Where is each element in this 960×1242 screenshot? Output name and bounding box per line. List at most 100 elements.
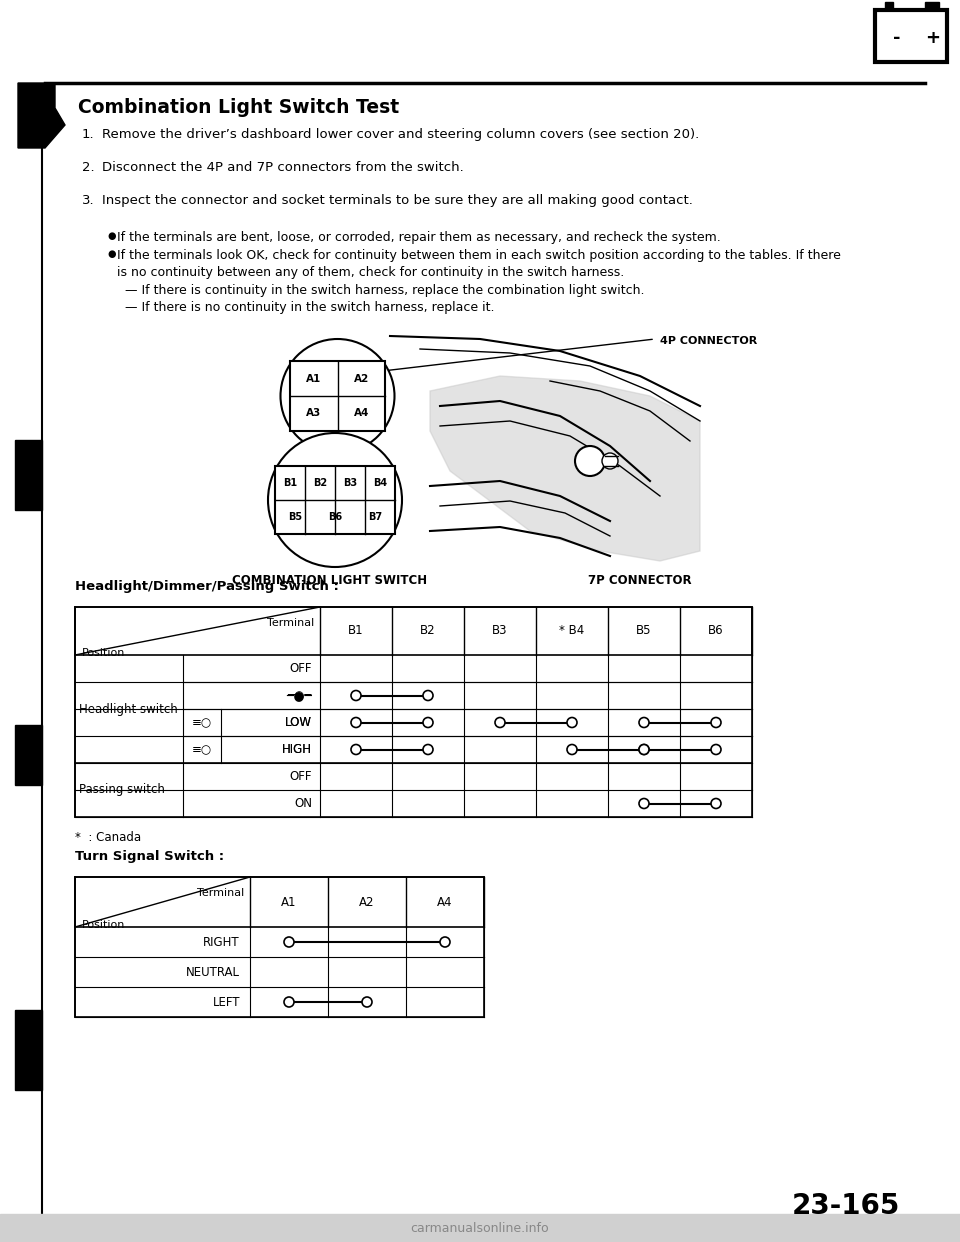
Circle shape <box>711 718 721 728</box>
Text: LOW: LOW <box>285 715 312 729</box>
Circle shape <box>639 718 649 728</box>
Text: carmanualsonline.info: carmanualsonline.info <box>411 1221 549 1235</box>
Circle shape <box>567 744 577 754</box>
Bar <box>75 877 484 1017</box>
Text: ≡○: ≡○ <box>192 743 212 756</box>
Circle shape <box>602 453 618 469</box>
Circle shape <box>351 691 361 700</box>
Text: If the terminals are bent, loose, or corroded, repair them as necessary, and rec: If the terminals are bent, loose, or cor… <box>117 231 721 243</box>
Circle shape <box>639 744 649 754</box>
Polygon shape <box>15 1010 42 1090</box>
Text: Terminal: Terminal <box>197 888 244 898</box>
Circle shape <box>711 744 721 754</box>
Text: HIGH: HIGH <box>282 743 312 756</box>
Text: ─●─: ─●─ <box>286 689 312 702</box>
Bar <box>0 1213 960 1242</box>
Text: Disconnect the 4P and 7P connectors from the switch.: Disconnect the 4P and 7P connectors from… <box>102 161 464 174</box>
Text: * B4: * B4 <box>560 625 585 637</box>
Text: B6: B6 <box>708 625 724 637</box>
Text: Headlight/Dimmer/Passing Switch :: Headlight/Dimmer/Passing Switch : <box>75 580 339 592</box>
Bar <box>75 607 752 817</box>
Text: A3: A3 <box>306 409 322 419</box>
Polygon shape <box>430 376 700 561</box>
Polygon shape <box>18 83 65 148</box>
Text: ≡○: ≡○ <box>192 715 212 729</box>
Text: A2: A2 <box>359 895 374 908</box>
Text: Inspect the connector and socket terminals to be sure they are all making good c: Inspect the connector and socket termina… <box>102 194 693 207</box>
Text: A1: A1 <box>281 895 297 908</box>
Circle shape <box>711 799 721 809</box>
Bar <box>75 987 484 1017</box>
Text: — If there is continuity in the switch harness, replace the combination light sw: — If there is continuity in the switch h… <box>125 284 644 297</box>
Text: LOW: LOW <box>285 715 312 729</box>
Circle shape <box>440 936 450 946</box>
Text: A1: A1 <box>306 374 322 384</box>
Bar <box>925 2 939 9</box>
Text: 7P CONNECTOR: 7P CONNECTOR <box>588 574 692 587</box>
Text: A4: A4 <box>437 895 453 908</box>
Text: B4: B4 <box>372 478 387 488</box>
Bar <box>290 361 385 431</box>
Bar <box>75 877 484 927</box>
Text: Passing switch: Passing switch <box>79 784 165 796</box>
Text: 23-165: 23-165 <box>792 1192 900 1220</box>
Bar <box>75 607 752 655</box>
Text: Position: Position <box>82 648 126 658</box>
Circle shape <box>423 718 433 728</box>
Bar <box>875 10 947 62</box>
Circle shape <box>351 744 361 754</box>
Text: RIGHT: RIGHT <box>204 935 240 949</box>
Text: Terminal: Terminal <box>267 619 314 628</box>
Text: B2: B2 <box>420 625 436 637</box>
Text: ON: ON <box>294 797 312 810</box>
Circle shape <box>567 718 577 728</box>
Circle shape <box>284 997 294 1007</box>
Circle shape <box>268 433 402 568</box>
Text: NEUTRAL: NEUTRAL <box>186 965 240 979</box>
Text: B3: B3 <box>492 625 508 637</box>
Text: 4P CONNECTOR: 4P CONNECTOR <box>660 337 757 347</box>
Text: If the terminals look OK, check for continuity between them in each switch posit: If the terminals look OK, check for cont… <box>117 248 841 262</box>
Text: 3.: 3. <box>82 194 95 207</box>
Text: Position: Position <box>82 920 126 930</box>
Bar <box>75 958 484 987</box>
Circle shape <box>575 446 605 476</box>
Text: Remove the driver’s dashboard lower cover and steering column covers (see sectio: Remove the driver’s dashboard lower cove… <box>102 128 699 142</box>
Text: B7: B7 <box>368 512 382 522</box>
Text: Headlight switch: Headlight switch <box>79 703 178 715</box>
Circle shape <box>423 691 433 700</box>
Text: *  : Canada: * : Canada <box>75 831 141 845</box>
Circle shape <box>362 997 372 1007</box>
Text: -: - <box>893 29 900 47</box>
Text: B1: B1 <box>283 478 297 488</box>
Text: LEFT: LEFT <box>212 996 240 1009</box>
Text: B5: B5 <box>288 512 302 522</box>
Circle shape <box>284 936 294 946</box>
Circle shape <box>280 339 395 453</box>
Polygon shape <box>15 725 42 785</box>
Text: COMBINATION LIGHT SWITCH: COMBINATION LIGHT SWITCH <box>232 574 427 587</box>
Circle shape <box>495 718 505 728</box>
Bar <box>275 466 395 534</box>
Circle shape <box>639 799 649 809</box>
Text: +: + <box>925 29 941 47</box>
Text: — If there is no continuity in the switch harness, replace it.: — If there is no continuity in the switc… <box>125 301 494 314</box>
Text: OFF: OFF <box>290 662 312 674</box>
Text: OFF: OFF <box>290 770 312 782</box>
Text: B1: B1 <box>348 625 364 637</box>
Text: Combination Light Switch Test: Combination Light Switch Test <box>78 98 399 117</box>
Text: ─○─: ─○─ <box>287 689 312 702</box>
Text: A4: A4 <box>353 409 369 419</box>
Bar <box>885 2 893 9</box>
Circle shape <box>423 744 433 754</box>
Text: 2.: 2. <box>82 161 95 174</box>
Circle shape <box>351 718 361 728</box>
Circle shape <box>639 744 649 754</box>
Text: B3: B3 <box>343 478 357 488</box>
Text: B2: B2 <box>313 478 327 488</box>
Bar <box>75 927 484 958</box>
Text: 1.: 1. <box>82 128 95 142</box>
Text: ●: ● <box>107 248 115 260</box>
Text: B6: B6 <box>328 512 342 522</box>
Text: B5: B5 <box>636 625 652 637</box>
